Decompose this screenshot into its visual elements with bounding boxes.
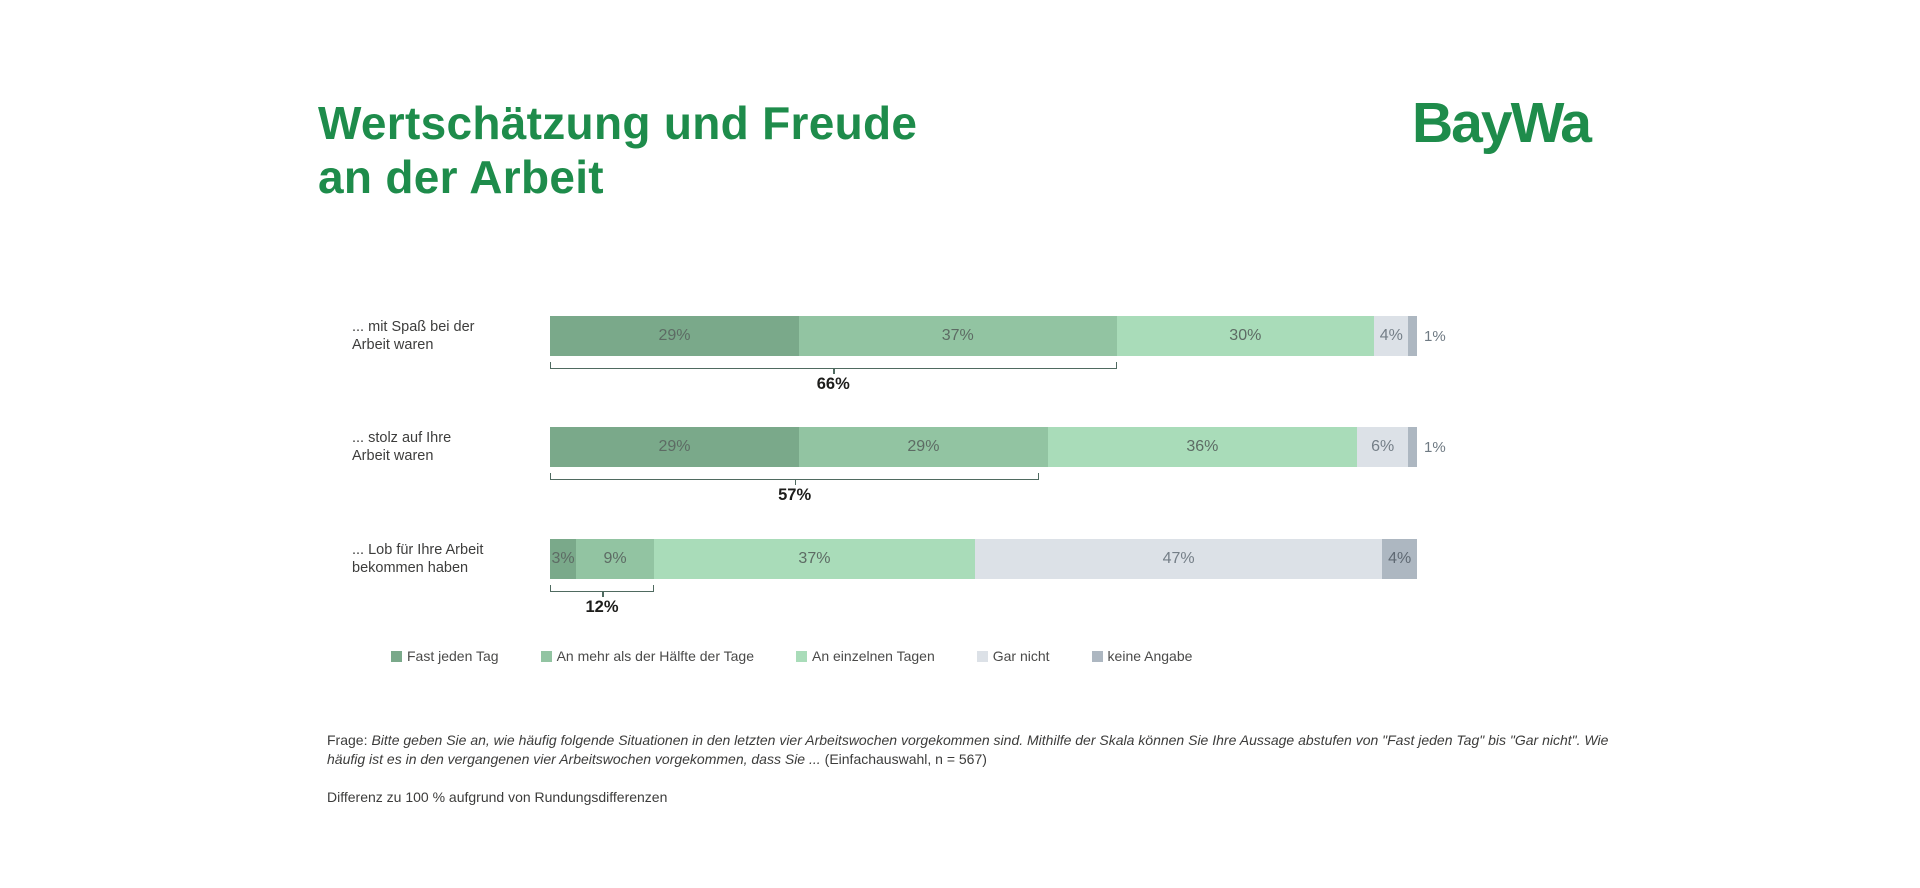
outside-value-label: 1% [1424,327,1446,345]
segment-value-label: 29% [907,438,940,455]
segment-value-label: 37% [941,327,974,344]
category-label-line: Arbeit waren [352,337,434,353]
baywa-logo: BayWa [1412,91,1592,155]
total-bracket: 66% [550,362,1117,393]
legend-item-fast-jeden-tag: Fast jeden Tag [391,648,499,664]
bar-segment-fast-jeden-tag: 29% [550,427,799,467]
legend-swatch [391,650,402,662]
stacked-bar: 3% 9% 37% 47% 4% [550,539,1418,579]
segment-value-label: 3% [551,550,575,567]
total-bracket: 57% [550,473,1040,504]
question-text: Bitte geben Sie an, wie häufig folgende … [327,732,1609,767]
page-title: Wertschätzung und Freude an der Arbeit [318,96,917,204]
bar-segment-fast-jeden-tag: 3% [550,539,577,579]
rounding-note: Differenz zu 100 % aufgrund von Rundungs… [327,789,668,805]
legend-label: Gar nicht [992,648,1050,664]
segment-value-label: 29% [658,438,691,455]
bar-segment-einzelne-tage: 37% [654,539,975,579]
bar-segment-gar-nicht: 47% [974,539,1383,579]
bar-segment-keine-angabe: 4% [1382,539,1418,579]
category-label-lob: ... Lob für Ihre Arbeit bekommen haben [352,531,522,587]
question-prefix: Frage: [327,732,368,748]
segment-value-label: 9% [603,550,627,567]
bar-segment-mehr-als-haelfte: 29% [798,427,1048,467]
segment-value-label: 47% [1162,550,1195,567]
legend-label: keine Angabe [1107,648,1193,664]
legend-swatch [976,650,988,662]
legend-item-keine-angabe: keine Angabe [1091,648,1193,664]
stacked-bar: 29% 37% 30% 4% 1% [550,316,1417,356]
category-label-line: ... Lob für Ihre Arbeit [352,542,484,558]
total-bracket: 12% [550,585,655,616]
segment-value-label: 36% [1186,438,1219,455]
bar-row-stolz: 29% 29% 36% 6% 1% 1% 57% [550,427,1446,525]
category-label-stolz: ... stolz auf Ihre Arbeit waren [352,419,522,475]
legend-item-gar-nicht: Gar nicht [976,648,1050,664]
segment-value-label: 29% [658,327,691,344]
segment-value-label: 37% [798,550,831,567]
bar-segment-mehr-als-haelfte: 9% [576,539,655,579]
segment-value-label: 4% [1388,550,1412,567]
bar-segment-gar-nicht: 4% [1374,316,1409,356]
category-label-line: ... stolz auf Ihre [352,430,452,446]
legend-swatch [796,650,807,662]
legend-swatch [1091,650,1103,662]
legend-label: An einzelnen Tagen [812,648,935,664]
title-line-2: an der Arbeit [318,151,604,203]
bar-row-spass: 29% 37% 30% 4% 1% 1% 66% [550,316,1446,414]
bar-row-lob: 3% 9% 37% 47% 4% 12% [550,539,1418,637]
question-suffix: (Einfachauswahl, n = 567) [824,751,987,767]
bracket-center-tick [794,480,797,485]
survey-question-note: Frage: Bitte geben Sie an, wie häufig fol… [327,731,1637,769]
legend-label: Fast jeden Tag [407,648,499,664]
legend-item-einzelne-tage: An einzelnen Tagen [796,648,935,664]
bar-segment-keine-angabe: 1% [1408,427,1417,467]
bar-segment-mehr-als-haelfte: 37% [798,316,1117,356]
bar-segment-einzelne-tage: 36% [1047,427,1357,467]
category-label-line: Arbeit waren [352,448,434,464]
outside-value-label: 1% [1424,438,1446,456]
legend-swatch [540,650,552,662]
segment-value-label: 30% [1229,327,1262,344]
bracket-center-tick [833,369,835,374]
bar-segment-gar-nicht: 6% [1356,427,1409,467]
total-label: 12% [585,598,619,616]
stacked-bar: 29% 29% 36% 6% 1% [550,427,1417,467]
legend: Fast jeden Tag An mehr als der Hälfte de… [391,648,1192,664]
legend-label: An mehr als der Hälfte der Tage [556,648,754,664]
category-label-line: ... mit Spaß bei der [352,319,475,335]
bar-segment-einzelne-tage: 30% [1116,316,1375,356]
bar-segment-keine-angabe: 1% [1408,316,1417,356]
bracket-center-tick [602,592,604,597]
segment-value-label: 4% [1379,327,1403,344]
category-label-spass: ... mit Spaß bei der Arbeit waren [352,308,522,364]
category-label-line: bekommen haben [352,560,469,576]
total-label: 66% [816,375,850,393]
title-line-1: Wertschätzung und Freude [318,97,918,149]
bar-segment-fast-jeden-tag: 29% [550,316,799,356]
segment-value-label: 6% [1371,438,1395,455]
total-label: 57% [778,486,812,504]
legend-item-mehr-als-haelfte: An mehr als der Hälfte der Tage [540,648,754,664]
